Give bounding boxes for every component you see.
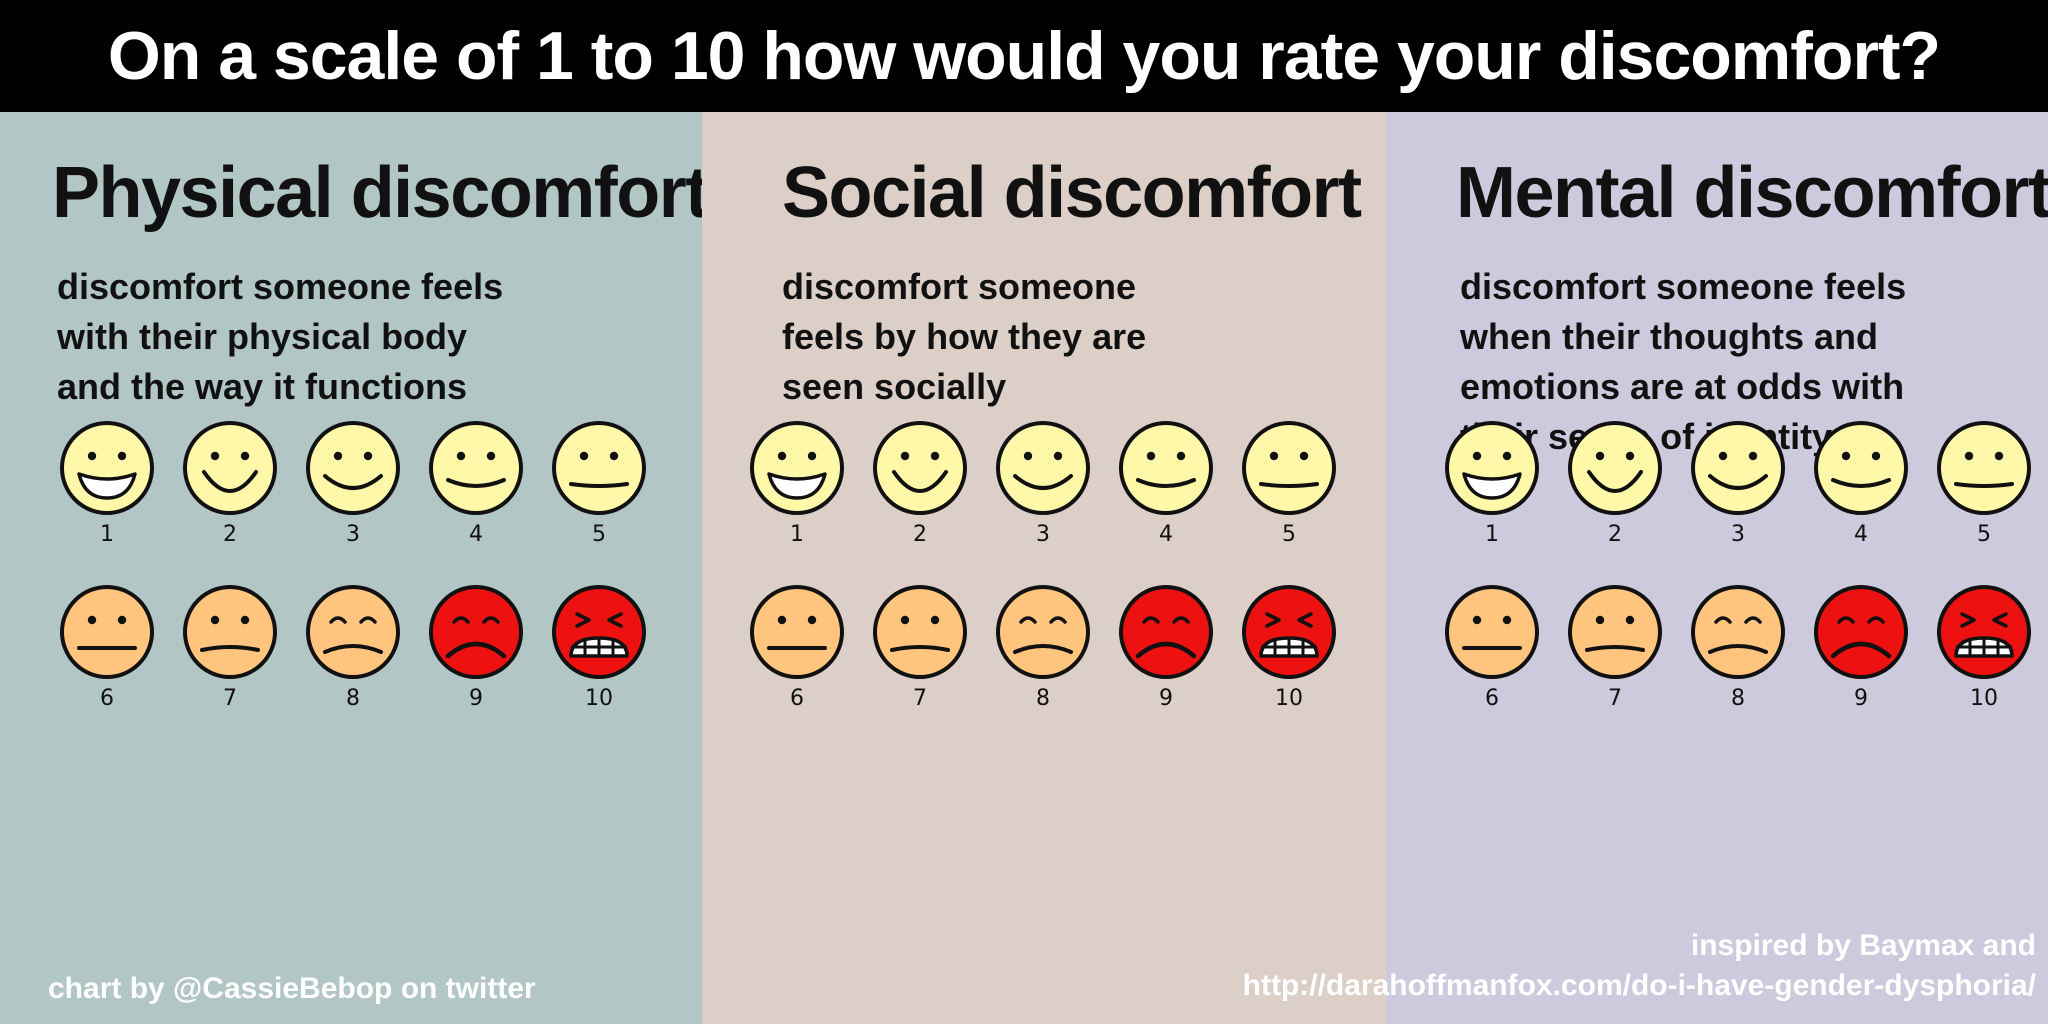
rating-number: 9	[469, 686, 483, 711]
rating-face-5: 5	[549, 418, 649, 558]
rating-number: 6	[1485, 686, 1499, 711]
rating-number: 5	[592, 522, 606, 547]
panel-description: discomfort someone feels by how they are s…	[782, 262, 1342, 412]
rating-number: 3	[1731, 522, 1745, 547]
rating-face-10: 10	[1239, 582, 1339, 722]
rating-face-1: 1	[57, 418, 157, 558]
rating-number: 5	[1977, 522, 1991, 547]
rating-face-2: 2	[180, 418, 280, 558]
rating-number: 4	[1159, 522, 1173, 547]
description-line: feels by how they are	[782, 316, 1147, 357]
rating-face-3: 3	[993, 418, 1093, 558]
rating-face-7: 7	[870, 582, 970, 722]
face-row: 6 7 8 9 10	[702, 582, 1386, 722]
panel-social: Social discomfort discomfort someone feels…	[702, 112, 1386, 1024]
rating-number: 8	[1036, 686, 1050, 711]
rating-face-1: 1	[747, 418, 847, 558]
description-line: with their physical body	[57, 316, 468, 357]
rating-face-7: 7	[180, 582, 280, 722]
rating-number: 10	[585, 686, 613, 711]
rating-number: 10	[1970, 686, 1998, 711]
page-title: On a scale of 1 to 10 how would you rate…	[0, 0, 2048, 112]
rating-number: 9	[1159, 686, 1173, 711]
rating-face-6: 6	[747, 582, 847, 722]
rating-face-1: 1	[1442, 418, 1542, 558]
face-row: 6 7 8 9 10	[0, 582, 702, 722]
face-row: 6 7 8 9 10	[1386, 582, 2048, 722]
rating-face-9: 9	[426, 582, 526, 722]
panel-title: Social discomfort	[782, 153, 1362, 233]
description-line: discomfort someone feels	[57, 266, 504, 307]
rating-number: 2	[223, 522, 237, 547]
rating-number: 6	[100, 686, 114, 711]
rating-face-8: 8	[993, 582, 1093, 722]
rating-number: 1	[100, 522, 114, 547]
credit-right-line2: http://darahoffmanfox.com/do-i-have-gend…	[1242, 969, 2036, 1002]
rating-face-7: 7	[1565, 582, 1665, 722]
face-row: 1 2 3 4 5	[0, 418, 702, 558]
rating-face-2: 2	[1565, 418, 1665, 558]
description-line: emotions are at odds with	[1460, 366, 1905, 407]
rating-face-3: 3	[1688, 418, 1788, 558]
description-line: discomfort someone feels	[1460, 266, 1907, 307]
credit-left: chart by @CassieBebop on twitter	[48, 972, 536, 1005]
rating-number: 1	[1485, 522, 1499, 547]
rating-number: 7	[913, 686, 927, 711]
rating-face-5: 5	[1934, 418, 2034, 558]
rating-face-4: 4	[1116, 418, 1216, 558]
face-row: 1 2 3 4 5	[702, 418, 1386, 558]
rating-face-6: 6	[57, 582, 157, 722]
rating-number: 10	[1275, 686, 1303, 711]
description-line: seen socially	[782, 366, 1007, 407]
rating-number: 7	[223, 686, 237, 711]
credit-right-line1: inspired by Baymax and	[1690, 929, 2036, 962]
rating-face-9: 9	[1811, 582, 1911, 722]
panel-title: Mental discomfort	[1456, 153, 2048, 233]
rating-number: 8	[346, 686, 360, 711]
rating-face-4: 4	[426, 418, 526, 558]
panel-title: Physical discomfort	[52, 153, 709, 233]
rating-face-10: 10	[1934, 582, 2034, 722]
rating-face-8: 8	[1688, 582, 1788, 722]
rating-face-6: 6	[1442, 582, 1542, 722]
panel-description: discomfort someone feels when their thoug…	[1460, 262, 2020, 462]
rating-face-5: 5	[1239, 418, 1339, 558]
rating-face-2: 2	[870, 418, 970, 558]
rating-number: 7	[1608, 686, 1622, 711]
rating-number: 4	[469, 522, 483, 547]
description-line: discomfort someone	[782, 266, 1137, 307]
rating-number: 9	[1854, 686, 1868, 711]
rating-face-3: 3	[303, 418, 403, 558]
rating-number: 2	[913, 522, 927, 547]
rating-number: 3	[1036, 522, 1050, 547]
face-row: 1 2 3 4 5	[1386, 418, 2048, 558]
rating-number: 4	[1854, 522, 1868, 547]
rating-face-9: 9	[1116, 582, 1216, 722]
panel-mental: Mental discomfort discomfort someone feel…	[1386, 112, 2048, 1024]
panel-description: discomfort someone feels with their physi…	[57, 262, 617, 412]
rating-face-10: 10	[549, 582, 649, 722]
rating-number: 2	[1608, 522, 1622, 547]
rating-face-4: 4	[1811, 418, 1911, 558]
rating-face-8: 8	[303, 582, 403, 722]
credit-right: inspired by Baymax and http://darahoffma…	[1243, 926, 2036, 1006]
rating-number: 5	[1282, 522, 1296, 547]
rating-number: 8	[1731, 686, 1745, 711]
description-line: when their thoughts and	[1460, 316, 1878, 357]
rating-number: 6	[790, 686, 804, 711]
description-line: and the way it functions	[57, 366, 468, 407]
rating-number: 3	[346, 522, 360, 547]
rating-number: 1	[790, 522, 804, 547]
panel-physical: Physical discomfort discomfort someone fe…	[0, 112, 709, 1024]
